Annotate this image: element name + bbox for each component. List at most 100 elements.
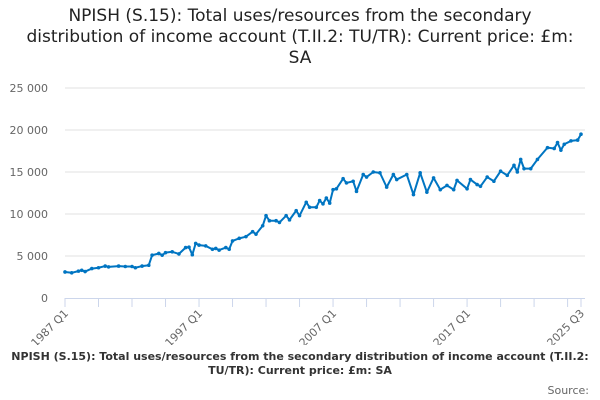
data-point — [183, 245, 188, 250]
data-point — [455, 178, 459, 183]
data-point — [569, 139, 573, 143]
data-point — [210, 247, 215, 252]
data-point — [294, 208, 298, 213]
data-point — [304, 200, 309, 205]
data-point — [505, 173, 510, 178]
data-point — [321, 202, 325, 206]
data-point — [324, 196, 329, 200]
gridlines — [65, 87, 585, 257]
data-point — [552, 146, 556, 151]
data-point — [244, 234, 248, 239]
data-point — [384, 185, 389, 189]
data-point — [431, 176, 436, 180]
data-point — [515, 170, 520, 174]
data-point — [103, 264, 108, 268]
data-point — [213, 246, 218, 251]
data-point — [190, 252, 195, 257]
data-point — [130, 264, 134, 269]
data-point — [498, 169, 503, 173]
data-point — [106, 265, 111, 269]
x-tick-label: 1987 Q1 — [29, 307, 72, 345]
data-point — [438, 187, 443, 192]
y-tick-label: 0 — [41, 292, 48, 305]
y-tick-label: 5 000 — [17, 250, 49, 263]
data-point — [465, 187, 469, 191]
data-point — [187, 245, 191, 249]
data-point — [76, 269, 81, 273]
data-point — [284, 213, 288, 218]
data-point — [391, 172, 396, 177]
credits[interactable]: Source: — [547, 384, 590, 397]
data-point — [150, 253, 154, 257]
data-point — [83, 269, 87, 274]
data-point — [418, 171, 422, 175]
data-point — [492, 179, 496, 184]
x-tick-label: 2017 Q1 — [431, 307, 474, 345]
data-point — [361, 172, 366, 177]
data-point — [274, 218, 278, 223]
data-point — [512, 163, 516, 168]
y-tick-label: 15 000 — [10, 166, 49, 179]
data-point — [334, 187, 339, 191]
data-point — [545, 145, 550, 150]
data-point — [317, 198, 322, 203]
data-point — [307, 205, 312, 210]
data-point — [371, 170, 376, 174]
data-point — [468, 177, 473, 182]
data-point — [90, 266, 94, 271]
legend-item[interactable]: NPISH (S.15): Total uses/resources from … — [10, 350, 590, 378]
data-point — [264, 213, 268, 218]
x-tick-label: 2025 Q3 — [545, 307, 588, 345]
data-point — [163, 250, 168, 255]
data-point — [227, 247, 231, 252]
data-point — [177, 252, 181, 256]
data-point — [146, 263, 151, 268]
data-point — [123, 264, 128, 269]
data-point — [224, 245, 228, 250]
data-point — [160, 253, 164, 257]
data-point — [485, 175, 489, 179]
data-point — [116, 264, 121, 268]
data-point — [579, 132, 583, 136]
data-point — [351, 179, 355, 184]
data-point — [518, 157, 523, 162]
data-point — [203, 244, 208, 248]
data-point — [364, 175, 369, 179]
data-point — [478, 184, 483, 189]
x-axis: 1987 Q1 1997 Q1 2007 Q1 2017 Q1 2025 Q3 — [29, 298, 588, 345]
data-point — [250, 229, 255, 234]
data-point — [287, 218, 292, 222]
x-tick-label: 1997 Q1 — [163, 307, 206, 345]
x-tick-label: 2007 Q1 — [297, 307, 340, 345]
data-point — [133, 265, 138, 270]
data-point — [157, 251, 161, 256]
data-point — [63, 270, 67, 274]
data-point — [69, 271, 74, 275]
data-point — [277, 220, 282, 225]
data-point — [562, 142, 567, 147]
data-point — [354, 189, 359, 194]
data-point — [341, 176, 345, 181]
y-tick-label: 10 000 — [10, 208, 49, 221]
data-point — [378, 171, 382, 175]
data-point — [425, 190, 429, 194]
data-point — [79, 268, 84, 273]
data-point — [445, 183, 449, 188]
y-tick-label: 20 000 — [10, 124, 49, 137]
data-point — [475, 182, 479, 187]
data-point — [260, 223, 265, 228]
data-point — [314, 205, 319, 210]
data-point — [344, 181, 349, 185]
data-point — [217, 248, 221, 252]
data-point — [555, 140, 560, 145]
y-axis: 0 5 000 10 000 15 000 20 000 25 000 — [10, 82, 49, 305]
y-tick-label: 25 000 — [10, 82, 49, 95]
data-point — [331, 187, 335, 192]
data-point — [197, 243, 201, 247]
data-point — [559, 148, 563, 152]
legend-label: NPISH (S.15): Total uses/resources from … — [11, 350, 589, 377]
data-point — [170, 250, 175, 254]
data-point — [522, 166, 526, 171]
data-point — [237, 236, 242, 241]
